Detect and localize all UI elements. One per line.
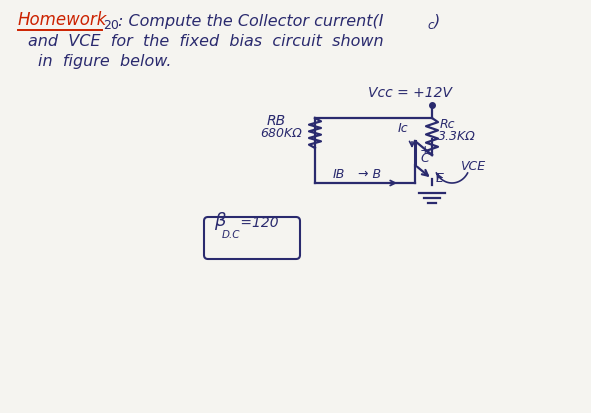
Text: ): )	[434, 14, 440, 29]
Text: IB: IB	[333, 168, 345, 181]
Text: → B: → B	[358, 168, 381, 181]
Text: E: E	[436, 172, 444, 185]
Text: and  VCE  for  the  fixed  bias  circuit  shown: and VCE for the fixed bias circuit shown	[28, 34, 384, 49]
Text: β: β	[214, 212, 226, 230]
Text: 20: 20	[103, 19, 119, 32]
Text: Rc: Rc	[440, 118, 456, 131]
Text: in  figure  below.: in figure below.	[38, 54, 171, 69]
Text: Homework: Homework	[18, 11, 108, 29]
Text: Ic: Ic	[398, 122, 408, 135]
Text: D.C: D.C	[222, 230, 241, 240]
Text: RB: RB	[267, 114, 286, 128]
Text: c: c	[427, 19, 434, 32]
Text: =120: =120	[236, 216, 278, 230]
Text: Vcc = +12V: Vcc = +12V	[368, 86, 452, 100]
Text: 680KΩ: 680KΩ	[260, 127, 302, 140]
Text: +: +	[420, 144, 431, 157]
Text: 3.3KΩ: 3.3KΩ	[438, 130, 476, 143]
Text: : Compute the Collector current(I: : Compute the Collector current(I	[118, 14, 384, 29]
Text: C: C	[420, 152, 428, 165]
Text: VCE: VCE	[460, 160, 485, 173]
